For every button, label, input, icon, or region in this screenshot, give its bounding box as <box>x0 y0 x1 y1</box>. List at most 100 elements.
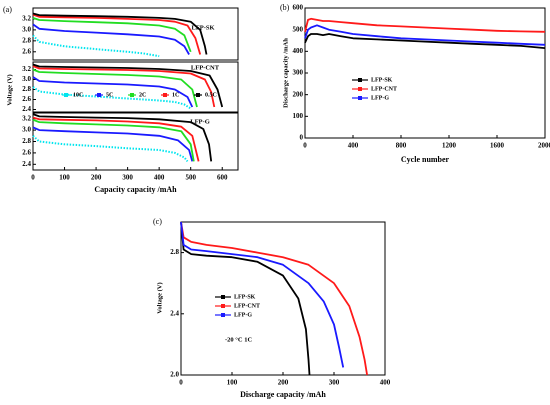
x-tick-label: 2000 <box>538 142 550 150</box>
curve-label: LFP-SK <box>191 24 214 31</box>
y-tick-label: 200 <box>293 90 304 98</box>
y-tick-label: 2.0 <box>170 371 179 379</box>
x-axis-label: Capacity capacity /mAh <box>94 185 177 194</box>
y-tick-label: 3.2 <box>22 15 31 23</box>
x-tick-label: 800 <box>396 142 407 150</box>
y-tick-label: 2.6 <box>22 47 31 55</box>
y-tick-label: 2.8 <box>170 248 179 256</box>
y-tick-label: 300 <box>293 69 304 77</box>
panel-label: (b) <box>280 3 290 12</box>
panel-label: (c) <box>153 217 162 226</box>
y-tick-label: 600 <box>293 4 304 12</box>
legend-label: LFP-SK <box>234 294 256 300</box>
legend-marker <box>64 93 68 97</box>
y-tick-label: 2.6 <box>22 95 31 103</box>
y-tick-label: 2.8 <box>22 85 31 93</box>
series-line <box>180 221 345 368</box>
y-tick-label: 3.0 <box>22 26 31 34</box>
series-line <box>32 86 192 110</box>
legend-label: LFP-G <box>234 312 252 318</box>
series-line <box>180 221 311 376</box>
x-tick-label: 0 <box>303 142 307 150</box>
series-line <box>32 23 190 55</box>
series-line <box>304 24 546 46</box>
y-tick-label: 2.4 <box>22 160 31 168</box>
legend-marker <box>196 93 200 97</box>
series-line <box>32 126 194 162</box>
series-line <box>304 33 546 49</box>
x-tick-label: 0 <box>179 379 183 387</box>
series-line <box>32 17 192 53</box>
series-line <box>32 34 160 58</box>
y-axis-label: Discharge capacity /mAh <box>282 38 289 108</box>
x-tick-label: 400 <box>348 142 359 150</box>
legend-marker <box>97 93 101 97</box>
series-line <box>32 135 189 163</box>
y-tick-label: 400 <box>293 47 304 55</box>
series-line <box>180 221 368 376</box>
x-tick-label: 200 <box>91 174 102 182</box>
x-tick-label: 600 <box>217 174 228 182</box>
x-axis-label: Discharge capacity /mAh <box>240 390 326 399</box>
x-tick-label: 300 <box>329 379 340 387</box>
series-line <box>32 12 208 55</box>
x-tick-label: 100 <box>227 379 238 387</box>
series-line <box>32 118 195 162</box>
series-line <box>32 68 198 108</box>
series-line <box>32 65 216 108</box>
legend-label: LFP-CNT <box>234 303 260 309</box>
x-tick-label: 300 <box>122 174 133 182</box>
legend-label: 10C <box>73 92 83 98</box>
legend-label: LFP-CNT <box>371 86 397 92</box>
series-line <box>32 63 224 108</box>
y-tick-label: 3.2 <box>22 114 31 122</box>
y-axis-label: Voltage (V) <box>156 282 163 313</box>
y-tick-label: 2.6 <box>22 149 31 157</box>
panel-label: (a) <box>3 5 12 14</box>
plot-frame <box>32 7 239 61</box>
x-tick-label: 100 <box>59 174 70 182</box>
x-tick-label: 1200 <box>442 142 457 150</box>
legend-label: 2C <box>139 92 146 98</box>
series-line <box>32 113 213 162</box>
y-tick-label: 3.0 <box>22 75 31 83</box>
legend-marker <box>358 87 362 91</box>
curve-label: LFP-CNT <box>191 64 220 71</box>
curve-label: LFP-G <box>190 118 210 125</box>
x-tick-label: 200 <box>278 379 289 387</box>
y-tick-label: 2.4 <box>22 105 31 113</box>
y-tick-label: 2.4 <box>170 309 179 317</box>
legend-marker <box>221 304 225 308</box>
series-line <box>32 116 200 162</box>
y-tick-label: 100 <box>293 112 304 120</box>
x-tick-label: 400 <box>380 379 391 387</box>
legend-marker <box>163 93 167 97</box>
y-tick-label: 2.8 <box>22 137 31 145</box>
y-tick-label: 3.0 <box>22 126 31 134</box>
legend-marker <box>130 93 134 97</box>
legend-marker <box>358 96 362 100</box>
legend-marker <box>358 78 362 82</box>
series-line <box>32 13 202 55</box>
series-line <box>32 76 194 108</box>
x-tick-label: 1600 <box>490 142 505 150</box>
x-tick-label: 0 <box>31 174 35 182</box>
legend-marker <box>221 313 225 317</box>
y-tick-label: 2.8 <box>22 36 31 44</box>
legend-marker <box>221 295 225 299</box>
legend-label: 0.5C <box>205 92 217 98</box>
annotation: -20 °C 1C <box>225 336 252 343</box>
legend-label: 1C <box>172 92 179 98</box>
legend-label: LFP-SK <box>371 77 393 83</box>
x-axis-label: Cycle number <box>401 155 450 164</box>
x-tick-label: 500 <box>185 174 196 182</box>
y-tick-label: 500 <box>293 25 304 33</box>
series-line <box>304 17 546 33</box>
legend-label: 5C <box>106 92 113 98</box>
y-tick-label: 0 <box>300 134 304 142</box>
y-axis-label: Voltage (V) <box>6 74 13 105</box>
x-tick-label: 400 <box>154 174 165 182</box>
y-tick-label: 3.2 <box>22 65 31 73</box>
legend-label: LFP-G <box>371 95 389 101</box>
